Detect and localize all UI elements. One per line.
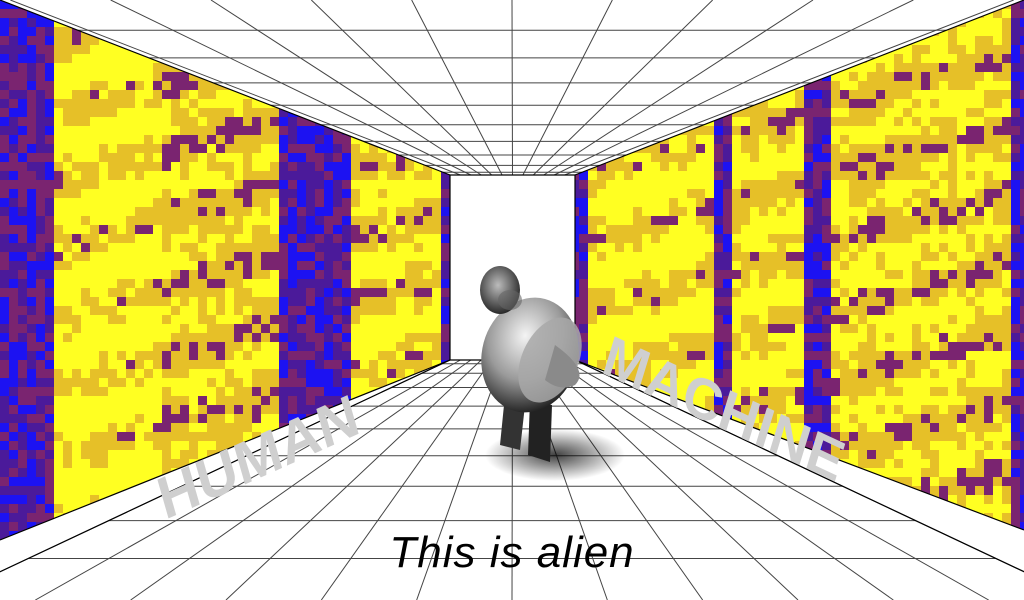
creature-figure xyxy=(480,266,625,481)
caption: This is alien xyxy=(389,528,635,577)
right-spectrogram-wall xyxy=(575,0,1024,530)
ceiling-grid xyxy=(0,0,1024,176)
